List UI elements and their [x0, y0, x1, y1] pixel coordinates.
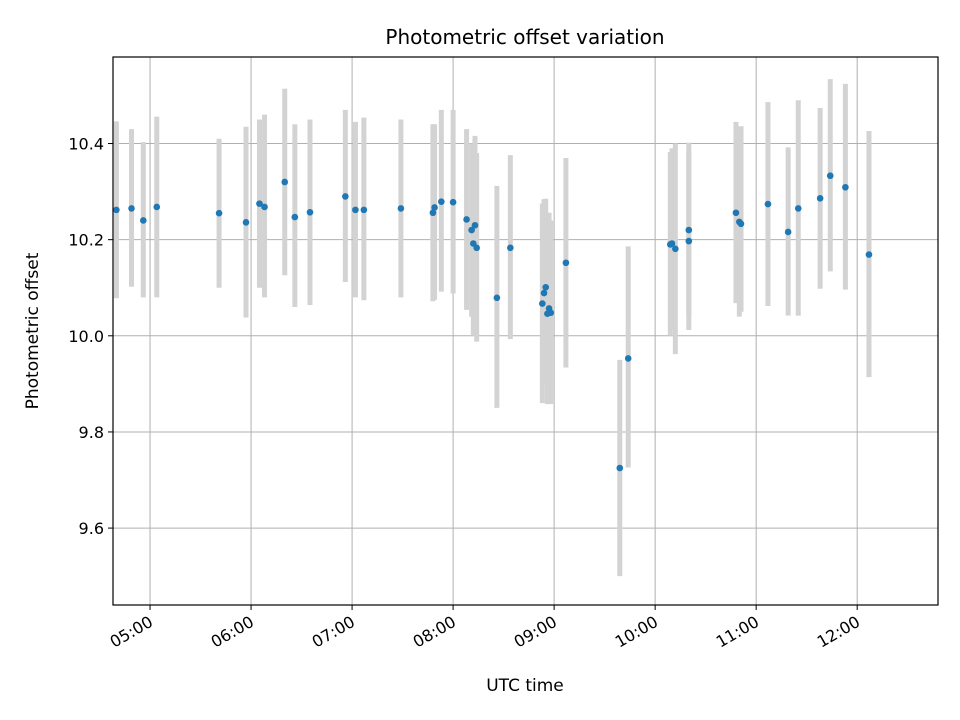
data-point: [493, 294, 501, 302]
y-tick-label: 10.0: [68, 327, 104, 346]
data-point: [306, 208, 314, 216]
data-point: [540, 289, 548, 297]
data-point: [616, 464, 624, 472]
data-point: [215, 209, 223, 217]
data-point: [507, 244, 514, 252]
data-point: [539, 300, 546, 307]
data-point: [764, 200, 772, 208]
data-point: [342, 193, 349, 200]
data-point: [431, 204, 438, 211]
data-point: [562, 259, 570, 267]
data-point: [842, 183, 849, 191]
data-point: [468, 226, 475, 234]
data-point: [429, 209, 437, 217]
data-point: [140, 217, 147, 224]
data-point: [473, 244, 480, 252]
data-point: [737, 220, 745, 228]
data-point: [624, 355, 632, 362]
plot-frame: [112, 56, 939, 606]
data-point: [360, 206, 368, 214]
y-tick-label: 9.8: [79, 423, 104, 442]
data-point: [685, 226, 693, 234]
data-point: [794, 205, 802, 212]
data-point: [826, 172, 834, 180]
data-point: [256, 200, 263, 207]
data-point: [449, 198, 457, 206]
y-axis-title: Photometric offset: [23, 252, 43, 409]
data-point: [291, 213, 299, 221]
data-point: [668, 240, 676, 247]
data-point: [242, 219, 250, 226]
data-point: [128, 205, 135, 212]
y-tick-label: 10.2: [68, 231, 104, 250]
x-axis-title: UTC time: [486, 676, 564, 696]
chart-title: Photometric offset variation: [385, 25, 664, 49]
data-point: [685, 237, 693, 245]
y-tick-label: 9.6: [79, 519, 104, 538]
data-point: [865, 251, 873, 258]
data-point: [397, 205, 405, 212]
data-point: [352, 206, 359, 214]
data-point: [732, 209, 740, 217]
data-point: [261, 203, 268, 211]
data-points: [113, 172, 873, 472]
data-point: [438, 198, 445, 205]
data-point: [784, 228, 792, 236]
data-point: [113, 206, 120, 214]
data-point: [672, 245, 679, 253]
y-axis: 9.6 9.8 10.0 10.2 10.4: [68, 135, 113, 538]
data-point: [463, 216, 470, 223]
data-point: [471, 221, 479, 229]
data-point: [281, 178, 289, 186]
data-point: [816, 195, 824, 202]
data-point: [542, 283, 550, 291]
data-point: [153, 203, 161, 211]
y-tick-label: 10.4: [68, 135, 104, 154]
data-point: [547, 309, 555, 317]
